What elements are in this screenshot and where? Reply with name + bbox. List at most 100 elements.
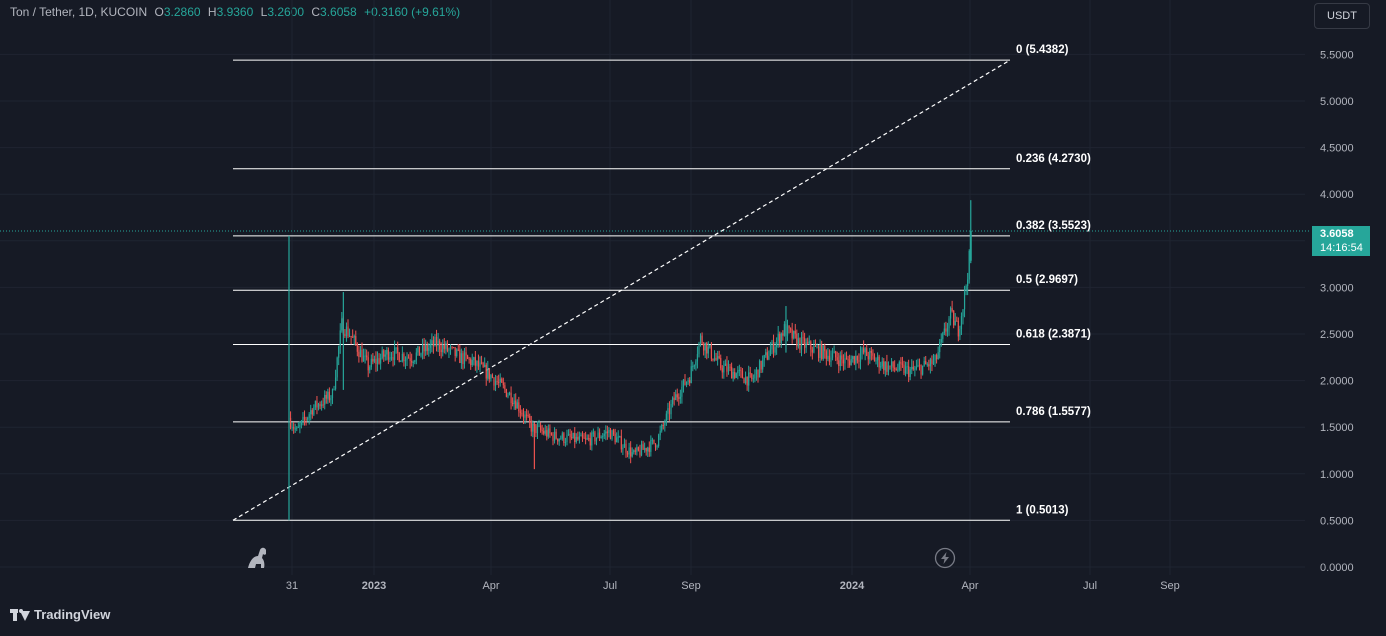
candle-body — [695, 361, 697, 366]
tradingview-brand[interactable]: TradingView — [10, 607, 110, 622]
candle-body — [519, 411, 521, 413]
candle-body — [844, 358, 846, 364]
candle-body — [311, 410, 313, 415]
candle-body — [429, 344, 431, 348]
candle-body — [507, 395, 509, 397]
candle-body — [960, 316, 963, 330]
candle-body — [800, 337, 803, 350]
candle-body — [656, 446, 658, 448]
candle-body — [341, 318, 343, 331]
dinosaur-icon — [248, 547, 266, 568]
candle-body — [757, 369, 759, 378]
candle-body — [723, 365, 725, 373]
candle-body — [411, 360, 413, 363]
candle-body — [488, 368, 490, 380]
candle-body — [591, 432, 593, 446]
time-tick-label: Jul — [603, 580, 617, 592]
candle-body — [381, 350, 383, 359]
candle-body — [802, 337, 804, 339]
candle-body — [684, 379, 686, 385]
candle-body — [946, 328, 949, 332]
candle-body — [428, 347, 430, 351]
candle-body — [875, 360, 877, 362]
candle-body — [959, 329, 961, 337]
candle-body — [561, 433, 563, 439]
candle-body — [310, 410, 312, 415]
candle-body — [529, 415, 531, 422]
candle-body — [819, 344, 821, 358]
candle-body — [926, 364, 928, 366]
candle-body — [782, 333, 784, 336]
last-price: 3.6058 — [1320, 228, 1354, 240]
candle-body — [508, 392, 511, 396]
candle-body — [420, 353, 422, 356]
candle-body — [566, 435, 568, 443]
candle-body — [824, 345, 826, 352]
candle-body — [873, 355, 876, 362]
candle-body — [352, 336, 354, 338]
candle-body — [932, 360, 935, 364]
candle-body — [920, 365, 922, 375]
candle-body — [640, 444, 643, 456]
candle-body — [838, 360, 840, 367]
candle-body — [553, 431, 556, 441]
candle-body — [336, 357, 338, 378]
candle-body — [717, 356, 719, 360]
candle-body — [835, 351, 837, 358]
brand-name: TradingView — [34, 607, 111, 622]
candle-body — [763, 355, 765, 361]
candle-body — [501, 378, 503, 383]
candle-body — [435, 337, 438, 346]
candle-body — [639, 450, 641, 456]
candle-body — [760, 360, 762, 370]
candle-body — [715, 357, 717, 360]
candle-body — [319, 404, 321, 407]
candle-body — [446, 343, 449, 351]
candle-body — [564, 442, 567, 444]
candle-body — [658, 435, 660, 447]
symbol-title[interactable]: Ton / Tether, 1D, KUCOIN — [10, 5, 148, 19]
candle-body — [597, 432, 599, 438]
candle-body — [313, 407, 315, 415]
currency-unit-button[interactable]: USDT — [1314, 3, 1370, 29]
candle-body — [943, 328, 945, 333]
symbol-header: Ton / Tether, 1D, KUCOIN O3.2860 H3.9360… — [10, 5, 460, 19]
candle-body — [600, 437, 602, 439]
candle-body — [776, 340, 778, 348]
candle-body — [623, 443, 626, 448]
candle-body — [687, 380, 689, 382]
candle-body — [440, 349, 442, 353]
candle-body — [903, 364, 905, 374]
time-tick-label: Sep — [681, 580, 701, 592]
candle-body — [316, 400, 318, 408]
candle-body — [650, 439, 652, 452]
lightning-icon[interactable] — [934, 547, 956, 569]
candle-body — [788, 325, 790, 329]
candle-body — [727, 366, 730, 372]
candle-body — [589, 438, 591, 446]
candle-body — [707, 346, 709, 354]
candle-body — [307, 417, 309, 420]
candle-body — [810, 341, 812, 350]
candle-body — [713, 357, 716, 361]
candle-body — [934, 355, 936, 361]
candle-body — [693, 365, 695, 367]
candle-body — [437, 340, 439, 346]
candle-body — [963, 291, 966, 310]
candle-body — [816, 346, 818, 348]
fib-retracement-layer: 0 (5.4382) 0.236 (4.2730) 0.382 (3.5523) 0.… — [232, 44, 1091, 521]
candle-body — [331, 389, 334, 399]
candle-body — [324, 394, 326, 405]
price-tick-label: 2.5000 — [1320, 329, 1354, 341]
candle-body — [482, 363, 484, 367]
candle-body — [563, 433, 565, 443]
candle-body — [474, 357, 476, 366]
candle-body — [547, 428, 549, 437]
candle-body — [814, 345, 817, 347]
price-tick-label: 3.0000 — [1320, 282, 1354, 294]
candle-body — [504, 385, 506, 390]
candle-body — [611, 430, 613, 440]
candle-body — [499, 378, 501, 383]
candle-body — [861, 348, 863, 354]
